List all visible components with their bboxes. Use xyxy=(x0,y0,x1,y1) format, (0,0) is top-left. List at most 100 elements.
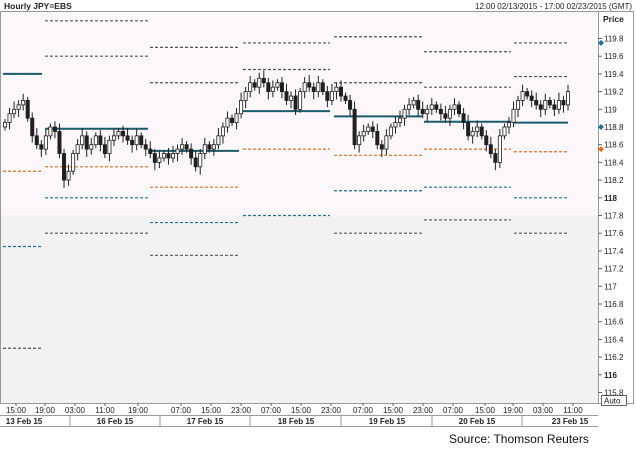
candlestick xyxy=(252,79,257,91)
candlestick xyxy=(207,141,212,153)
candlestick xyxy=(370,121,375,139)
candlestick xyxy=(66,164,71,186)
candlestick xyxy=(125,128,130,145)
candlestick xyxy=(116,127,121,140)
candle-body xyxy=(343,95,348,101)
candle-body xyxy=(388,126,393,137)
time-tick-label: 15:00 xyxy=(201,406,222,415)
candle-body xyxy=(311,86,316,93)
candle-body xyxy=(420,108,425,115)
candle-body xyxy=(511,108,516,123)
candlestick xyxy=(52,121,57,139)
price-marker xyxy=(598,124,604,130)
price-tick-label: 118.8 xyxy=(604,123,624,132)
candlestick xyxy=(379,140,384,157)
candle-body xyxy=(234,113,239,123)
candle-body xyxy=(429,104,434,110)
time-tick-label: 23:00 xyxy=(321,406,342,415)
price-axis: 119.8 119.6 119.4 119.2 119 118.8 118.6 118.4 11… xyxy=(598,35,624,398)
candlestick xyxy=(75,139,80,161)
auto-button-label[interactable]: Auto xyxy=(604,397,621,406)
candlestick xyxy=(525,88,530,100)
candle-body xyxy=(470,131,475,137)
candle-body xyxy=(293,95,298,110)
candlestick xyxy=(411,96,416,109)
candle-body xyxy=(170,153,175,159)
candlestick xyxy=(302,77,307,99)
candlestick xyxy=(438,103,443,121)
price-tick-label: 117.4 xyxy=(604,247,624,256)
candlestick xyxy=(461,108,466,130)
price-tick-label: 118.6 xyxy=(604,141,624,150)
candlestick xyxy=(12,101,17,119)
candlestick xyxy=(239,92,244,119)
candlestick xyxy=(416,94,421,117)
candle-body xyxy=(239,100,244,115)
candle-body xyxy=(475,126,480,132)
candle-body xyxy=(7,113,12,123)
candlestick xyxy=(166,147,171,165)
candle-body xyxy=(202,144,207,154)
candle-body xyxy=(352,108,357,146)
candlestick xyxy=(189,143,194,165)
date-label: 18 Feb 15 xyxy=(278,417,315,426)
candle-body xyxy=(180,144,185,150)
candlestick xyxy=(388,123,393,140)
price-tick-label: 119.2 xyxy=(604,88,624,97)
candle-body xyxy=(461,113,466,123)
candlestick xyxy=(316,76,321,98)
candle-body xyxy=(534,100,539,106)
time-tick-label: 19:00 xyxy=(35,406,56,415)
time-tick-label: 19:00 xyxy=(503,406,524,415)
candlestick xyxy=(493,148,498,171)
candlestick xyxy=(89,137,94,155)
candle-body xyxy=(384,135,389,150)
candlestick xyxy=(366,123,371,135)
candle-body xyxy=(184,144,189,150)
candle-body xyxy=(211,144,216,150)
candlestick xyxy=(506,116,511,134)
time-range-label: 12:00 02/13/2015 - 17:00 02/23/2015 (GMT… xyxy=(475,2,632,11)
candle-body xyxy=(220,126,225,137)
candlestick xyxy=(311,82,316,100)
candle-body xyxy=(516,100,521,110)
time-tick-label: 07:00 xyxy=(261,406,282,415)
candle-body xyxy=(193,157,198,168)
pivot-levels-layer xyxy=(3,20,568,349)
candle-body xyxy=(452,104,457,110)
candlestick xyxy=(198,148,203,175)
candle-body xyxy=(143,144,148,150)
candlestick xyxy=(98,130,103,152)
candle-body xyxy=(216,135,221,146)
candle-body xyxy=(338,86,343,97)
candle-body xyxy=(497,135,502,163)
auto-button[interactable] xyxy=(601,395,627,406)
candlestick xyxy=(202,137,207,160)
candlestick xyxy=(298,88,303,113)
candle-body xyxy=(411,100,416,106)
candle-body xyxy=(57,131,62,154)
candle-body xyxy=(357,135,362,146)
candlestick xyxy=(7,108,12,130)
candlestick xyxy=(139,132,144,149)
price-tick-label: 118.4 xyxy=(604,158,624,167)
candlestick xyxy=(434,101,439,113)
date-label: 13 Feb 15 xyxy=(6,417,43,426)
candlestick xyxy=(275,79,280,91)
source-note: Source: Thomson Reuters xyxy=(449,432,589,446)
price-tick-label: 116.6 xyxy=(604,318,624,327)
candle-body xyxy=(148,148,153,154)
candlestick xyxy=(479,123,484,140)
candle-body xyxy=(307,82,312,88)
candlestick xyxy=(547,96,552,109)
candle-body xyxy=(289,95,294,101)
candle-body xyxy=(556,100,561,110)
date-label: 16 Feb 15 xyxy=(97,417,134,426)
candlestick xyxy=(152,148,157,171)
candlestick xyxy=(393,116,398,134)
candle-body xyxy=(284,91,289,101)
candle-body xyxy=(298,91,303,110)
candle-body xyxy=(316,82,321,92)
candlestick xyxy=(343,92,348,104)
